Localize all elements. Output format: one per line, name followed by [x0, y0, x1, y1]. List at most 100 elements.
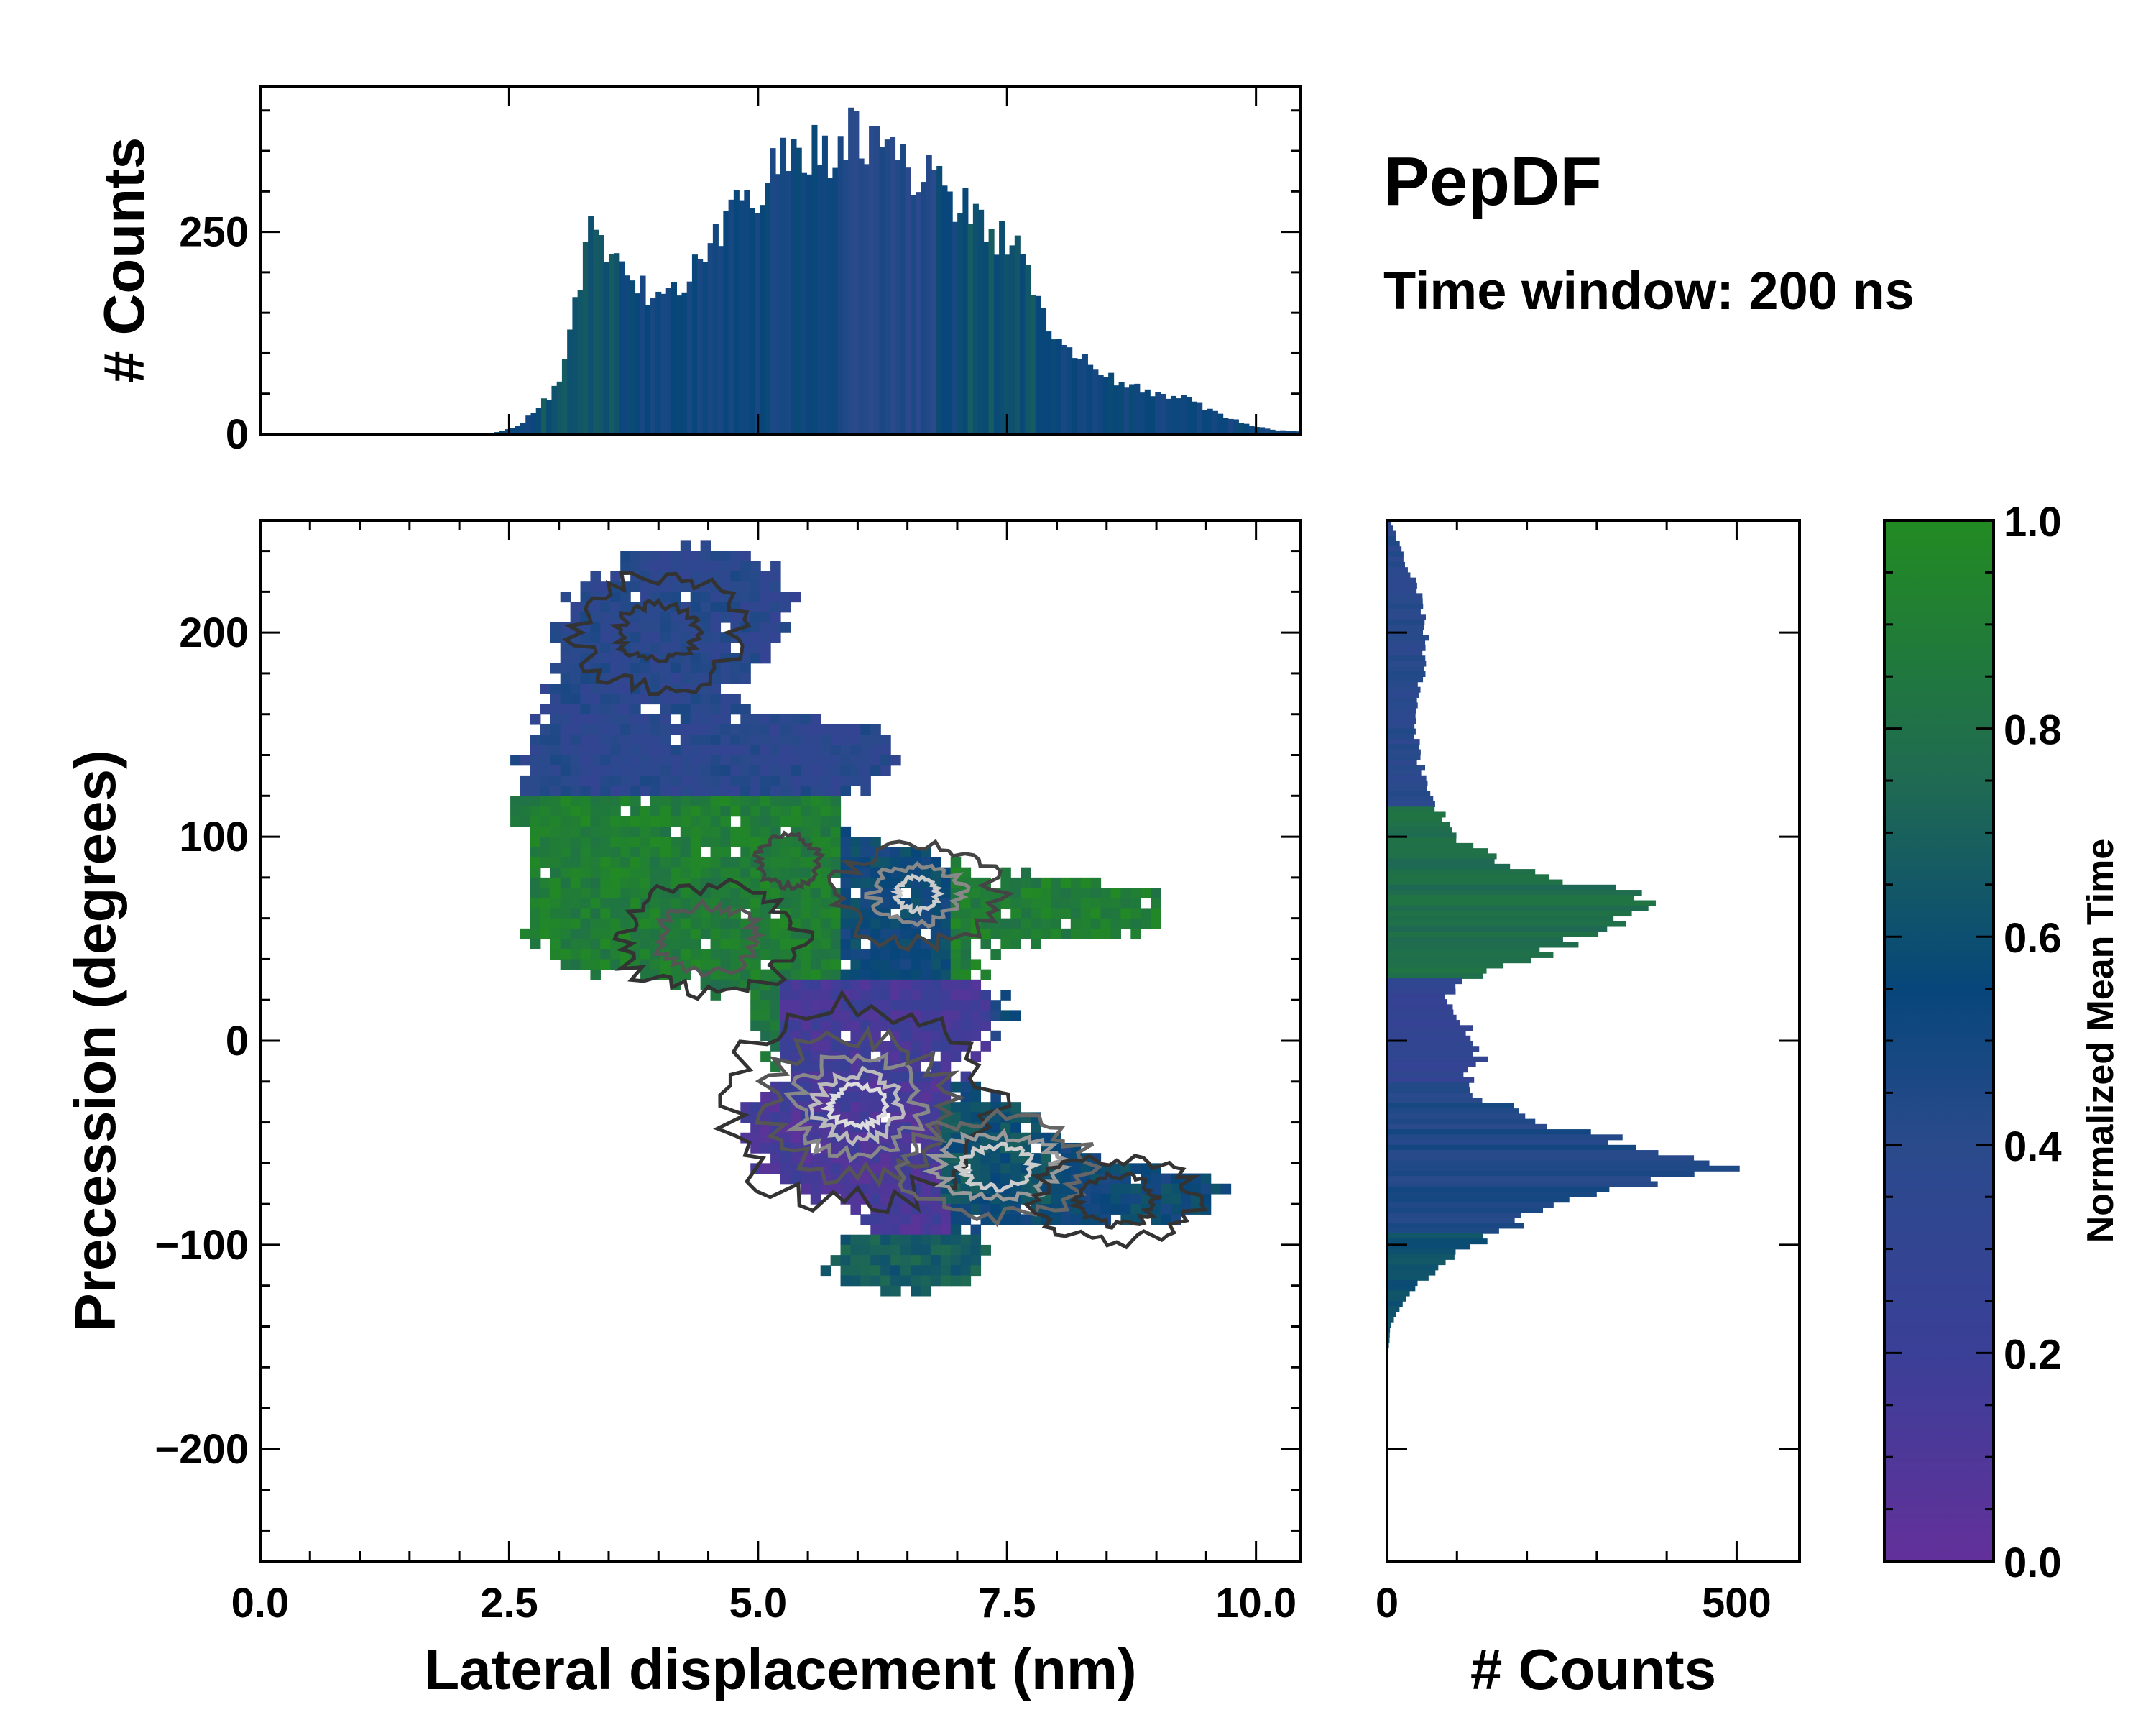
heatmap-cell — [1070, 1214, 1082, 1225]
heatmap-cell — [700, 643, 711, 654]
heatmap-cell — [780, 806, 791, 817]
right-hist-bar — [1387, 588, 1417, 594]
heatmap-cell — [670, 632, 681, 643]
contour-line — [952, 1141, 1044, 1193]
heatmap-cell — [1070, 1163, 1082, 1174]
heatmap-cell — [530, 816, 541, 827]
heatmap-cell — [840, 1183, 852, 1195]
right-hist-bar — [1387, 1295, 1406, 1302]
top-hist-bar — [1233, 419, 1239, 434]
heatmap-cell — [920, 1214, 931, 1225]
heatmap-cell — [770, 918, 781, 929]
heatmap-cell — [530, 755, 541, 766]
heatmap-cell — [580, 714, 591, 725]
heatmap-cell — [900, 1244, 911, 1256]
heatmap-cell — [770, 806, 781, 817]
top-hist-bar — [760, 205, 766, 434]
heatmap-cell — [1161, 1183, 1171, 1195]
heatmap-cell — [630, 561, 641, 572]
right-hist-bar — [1387, 1051, 1473, 1057]
heatmap-cell — [820, 1183, 831, 1195]
heatmap-cell — [940, 1265, 952, 1276]
heatmap-cell — [780, 888, 791, 898]
heatmap-cell — [640, 939, 651, 949]
heatmap-cell — [980, 1020, 991, 1031]
heatmap-cell — [820, 806, 831, 817]
right-hist-bar — [1387, 962, 1504, 969]
heatmap-cell — [560, 959, 571, 970]
heatmap-cell — [960, 1275, 972, 1287]
heatmap-cell — [1200, 1173, 1212, 1184]
heatmap-cell — [1021, 877, 1031, 888]
heatmap-cell — [911, 1071, 921, 1082]
heatmap-cell — [870, 1061, 881, 1072]
heatmap-cell — [550, 847, 561, 858]
top-hist-bar — [749, 208, 755, 434]
heatmap-cell — [700, 816, 711, 827]
heatmap-cell — [860, 949, 871, 960]
top-hist-bar — [609, 254, 615, 434]
heatmap-cell — [670, 847, 681, 858]
chart-title: PepDF — [1383, 143, 1602, 220]
heatmap-cell — [780, 1000, 791, 1011]
heatmap-cell — [660, 755, 671, 766]
heatmap-cell — [820, 908, 831, 919]
heatmap-cell — [1031, 908, 1041, 919]
heatmap-cell — [960, 1030, 972, 1041]
heatmap-cell — [930, 959, 941, 970]
heatmap-cell — [980, 1041, 991, 1052]
heatmap-cell — [850, 847, 861, 858]
heatmap-cell — [750, 724, 761, 735]
right-hist-bar — [1387, 1290, 1410, 1297]
right-hist-bar — [1387, 791, 1431, 797]
heatmap-cell — [630, 704, 641, 715]
heatmap-cell — [540, 755, 551, 766]
heatmap-cell — [870, 867, 881, 878]
heatmap-cell — [920, 888, 931, 898]
heatmap-cell — [720, 592, 731, 603]
heatmap-cell — [780, 847, 791, 858]
heatmap-cell — [960, 1000, 972, 1011]
heatmap-cell — [630, 898, 641, 909]
heatmap-cell — [630, 857, 641, 868]
heatmap-cell — [600, 959, 611, 970]
heatmap-cell — [920, 1081, 931, 1092]
heatmap-cell — [900, 908, 911, 919]
heatmap-cell — [740, 775, 751, 786]
tick-label: 200 — [179, 610, 249, 656]
heatmap-cell — [930, 990, 941, 1000]
heatmap-cell — [820, 775, 831, 786]
heatmap-cell — [810, 959, 821, 970]
heatmap-cell — [580, 908, 591, 919]
heatmap-cell — [600, 786, 611, 796]
heatmap-cell — [640, 877, 651, 888]
heatmap-cell — [550, 826, 561, 837]
heatmap-cell — [800, 1030, 811, 1041]
heatmap-cell — [780, 765, 791, 776]
heatmap-cell — [780, 735, 791, 745]
heatmap-cell — [911, 979, 921, 990]
heatmap-cell — [830, 765, 842, 776]
heatmap-cell — [710, 786, 722, 796]
right-hist-bar — [1387, 822, 1451, 828]
heatmap-cell — [950, 1214, 962, 1225]
heatmap-cell — [710, 561, 722, 572]
top-hist-bar — [754, 213, 760, 434]
heatmap-cell — [990, 1153, 1001, 1164]
heatmap-cell — [750, 581, 761, 592]
heatmap-cell — [940, 990, 952, 1000]
heatmap-cell — [710, 724, 722, 735]
heatmap-cell — [700, 959, 711, 970]
heatmap-cell — [730, 561, 741, 572]
heatmap-cell — [670, 898, 681, 909]
heatmap-cell — [640, 928, 651, 939]
right-hist-bar — [1387, 1041, 1473, 1047]
right-hist-bar — [1387, 1082, 1470, 1088]
heatmap-cell — [800, 714, 811, 725]
heatmap-cell — [580, 694, 591, 705]
heatmap-cell — [860, 1275, 871, 1287]
heatmap-cell — [1060, 908, 1072, 919]
heatmap-cell — [630, 826, 641, 837]
heatmap-cell — [770, 592, 781, 603]
heatmap-cell — [830, 837, 842, 847]
